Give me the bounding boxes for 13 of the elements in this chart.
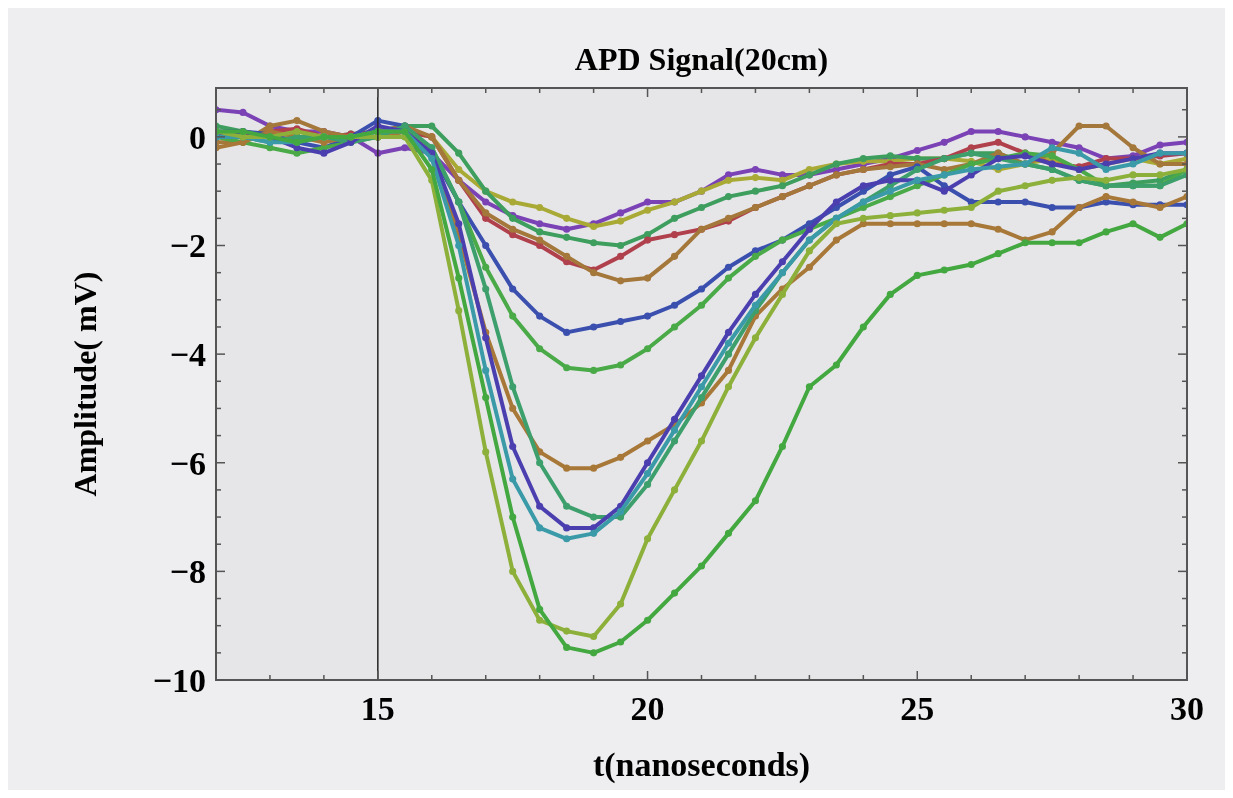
y-tick-label: −2 bbox=[169, 227, 206, 265]
y-tick-label: −8 bbox=[169, 553, 206, 591]
y-tick-label: −10 bbox=[152, 661, 206, 699]
y-tick-label: 0 bbox=[189, 118, 206, 156]
y-axis-title: Amplitude( mV) bbox=[67, 271, 103, 497]
x-tick-label: 30 bbox=[1170, 690, 1204, 727]
x-tick-label: 15 bbox=[360, 690, 395, 727]
x-axis-title: t(nanoseconds) bbox=[592, 746, 811, 784]
chart-title: APD Signal(20cm) bbox=[574, 41, 829, 77]
x-tick-label: 20 bbox=[630, 690, 665, 727]
y-tick-label: −4 bbox=[169, 336, 206, 374]
y-tick-label: −6 bbox=[169, 444, 206, 482]
x-tick-label: 25 bbox=[900, 690, 935, 727]
